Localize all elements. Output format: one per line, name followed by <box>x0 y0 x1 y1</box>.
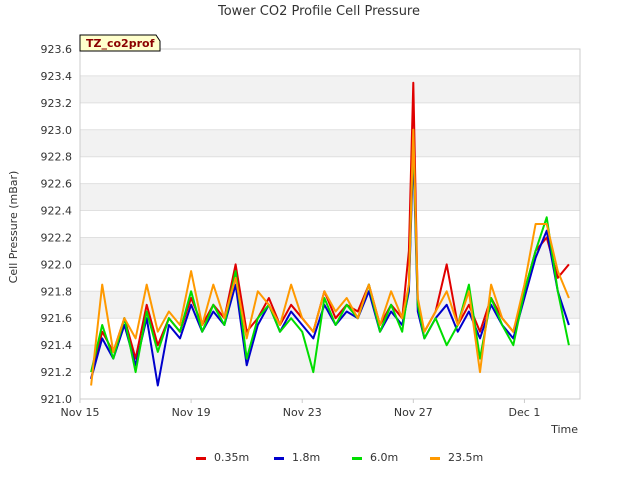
y-tick-label: 922.6 <box>41 178 73 191</box>
plot-frame <box>79 48 581 400</box>
y-tick-label: 922.0 <box>41 258 73 271</box>
series-line-23-5m <box>90 128 570 386</box>
badge-label: TZ_co2prof <box>86 37 155 50</box>
y-tick-label: 923.6 <box>41 43 73 56</box>
chart-title: Tower CO2 Profile Cell Pressure <box>217 4 420 19</box>
y-tick-label: 922.4 <box>41 205 73 218</box>
x-axis-label: Time <box>550 423 578 436</box>
y-tick-label: 921.4 <box>41 339 73 352</box>
grid-bands <box>80 75 580 373</box>
legend-item: 6.0m <box>352 451 398 464</box>
x-tick-labels: Nov 15 Nov 19 Nov 23 Nov 27 Dec 1 <box>61 399 541 419</box>
legend-label: 6.0m <box>370 451 398 464</box>
y-tick-label: 923.4 <box>41 70 73 83</box>
legend-swatch <box>274 457 284 460</box>
grid-band <box>80 237 580 265</box>
legend-label: 1.8m <box>292 451 320 464</box>
legend-swatch <box>430 457 440 460</box>
grid-band <box>80 75 580 103</box>
legend-swatch <box>196 457 206 460</box>
x-tick-label: Nov 27 <box>394 406 433 419</box>
x-tick-label: Nov 15 <box>61 406 100 419</box>
legend-item: 0.35m <box>196 451 249 464</box>
y-tick-label: 922.2 <box>41 231 73 244</box>
y-axis-label: Cell Pressure (mBar) <box>7 171 20 284</box>
legend-item: 23.5m <box>430 451 483 464</box>
x-tick-label: Nov 19 <box>172 406 211 419</box>
y-tick-labels: 921.0 921.2 921.4 921.6 921.8 922.0 922.2 922.4… <box>41 43 73 406</box>
x-tick-label: Nov 23 <box>283 406 322 419</box>
legend-label: 0.35m <box>214 451 249 464</box>
legend: 0.35m 1.8m 6.0m 23.5m <box>196 451 483 464</box>
x-tick-label: Dec 1 <box>509 406 541 419</box>
series-lines <box>90 81 570 387</box>
station-badge: TZ_co2prof <box>79 34 161 52</box>
y-tick-label: 922.8 <box>41 151 73 164</box>
legend-label: 23.5m <box>448 451 483 464</box>
grid-band <box>80 183 580 211</box>
y-tick-label: 921.8 <box>41 285 73 298</box>
y-tick-label: 921.6 <box>41 312 73 325</box>
y-tick-label: 923.2 <box>41 97 73 110</box>
grid-band <box>80 129 580 157</box>
legend-swatch <box>352 457 362 460</box>
y-tick-label: 921.0 <box>41 393 73 406</box>
y-tick-label: 923.0 <box>41 124 73 137</box>
y-tick-label: 921.2 <box>41 366 73 379</box>
legend-item: 1.8m <box>274 451 320 464</box>
